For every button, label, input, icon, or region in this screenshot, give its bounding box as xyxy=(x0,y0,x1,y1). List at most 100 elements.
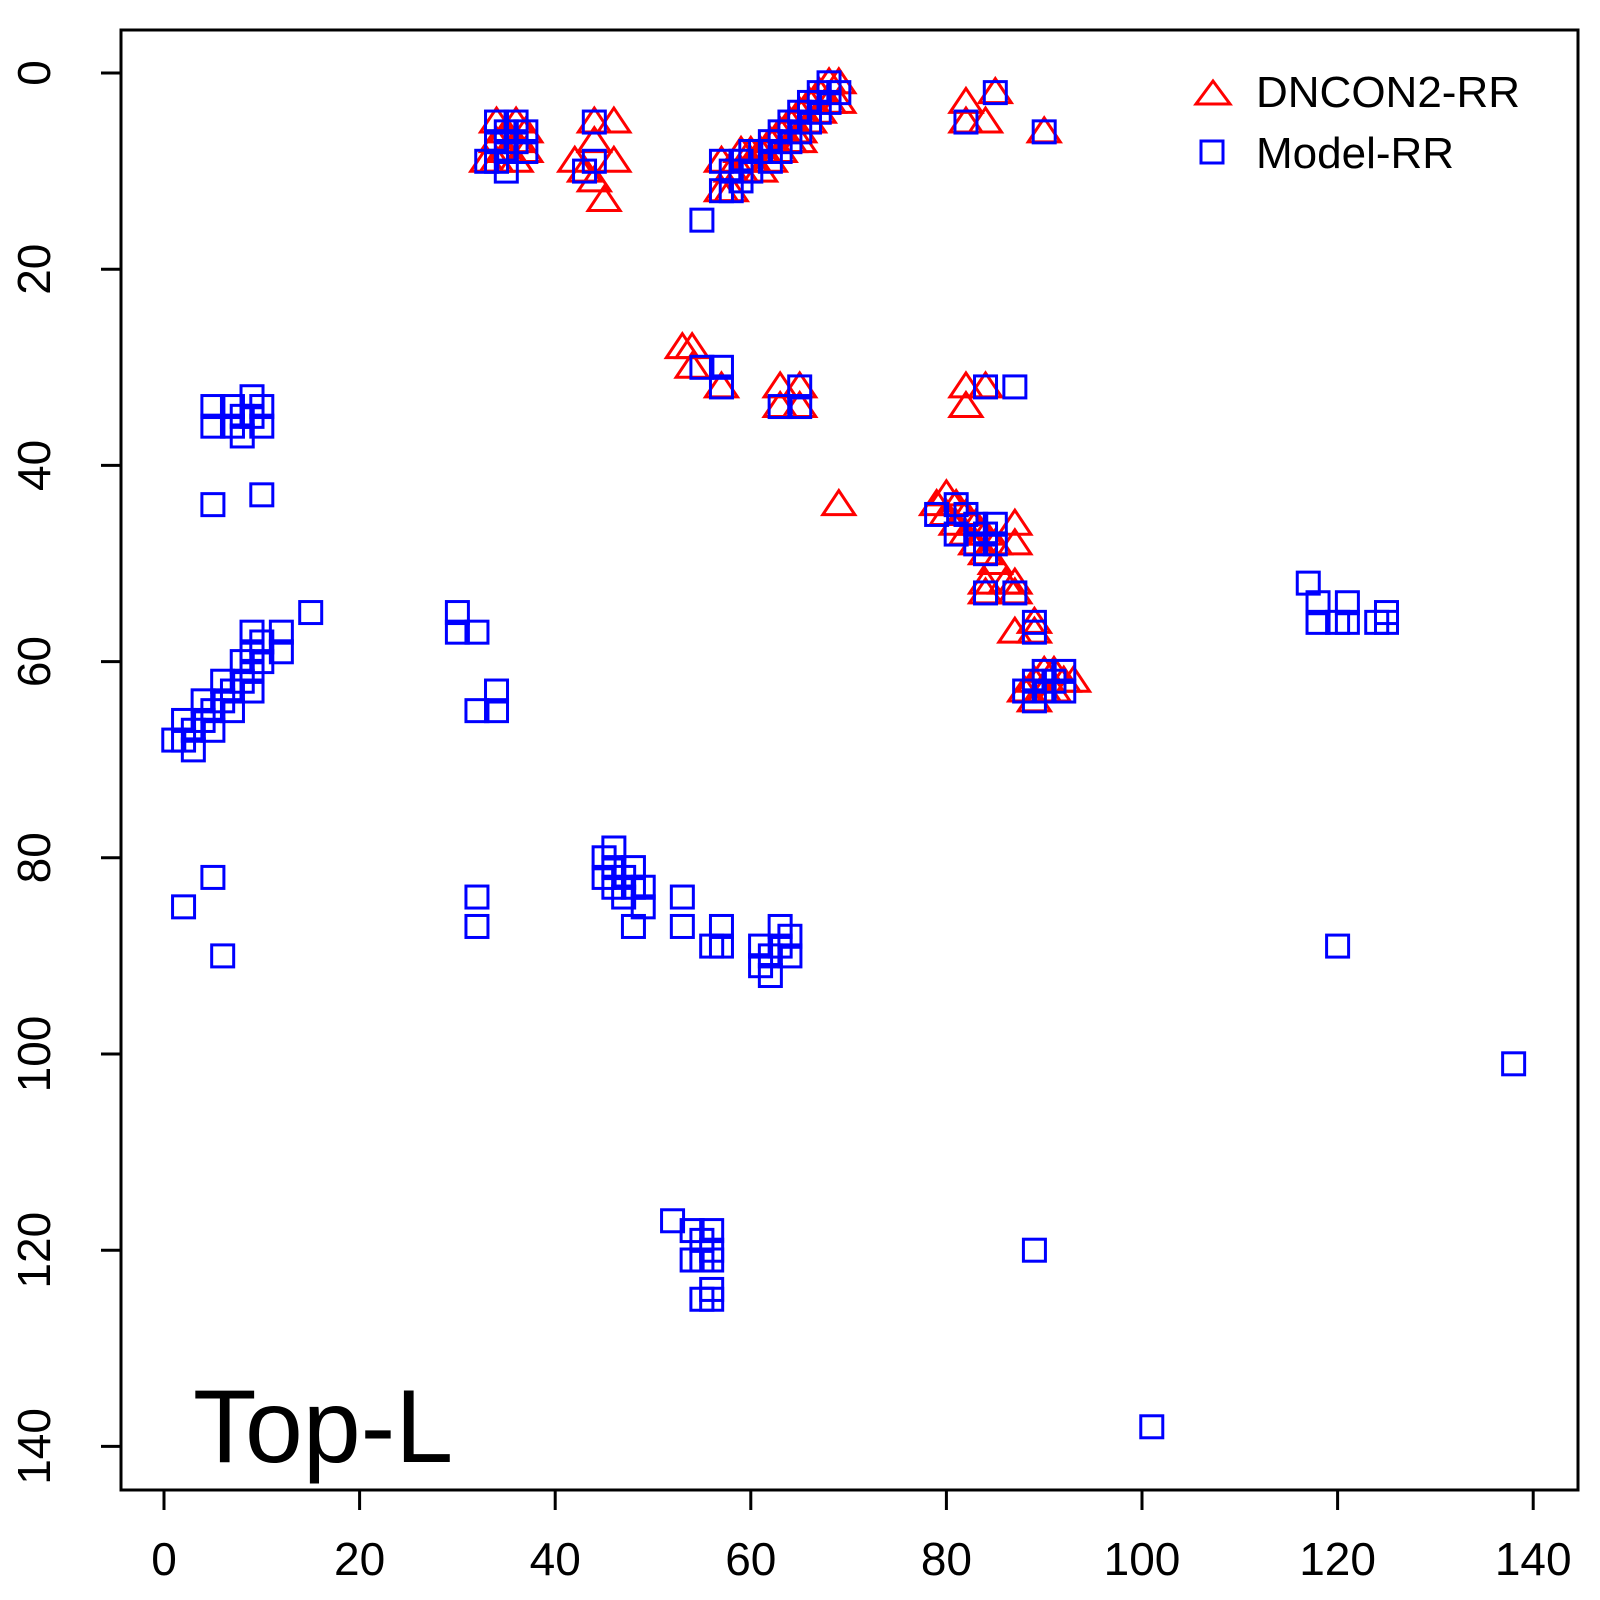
point-model-rr xyxy=(689,207,715,233)
point-model-rr xyxy=(708,933,734,959)
point-model-rr xyxy=(513,119,539,145)
point-model-rr xyxy=(581,109,607,135)
point-model-rr xyxy=(1002,374,1028,400)
point-model-rr xyxy=(699,1286,725,1312)
point-model-rr xyxy=(826,80,852,106)
y-tick-label-0: 0 xyxy=(8,60,60,86)
y-tick-label-120: 120 xyxy=(8,1212,60,1289)
point-model-rr xyxy=(200,492,226,518)
x-tick-label-40: 40 xyxy=(530,1533,581,1585)
y-tick-label-140: 140 xyxy=(8,1408,60,1485)
x-tick-label-0: 0 xyxy=(151,1533,177,1585)
point-model-rr xyxy=(219,698,245,724)
x-tick-label-80: 80 xyxy=(921,1533,972,1585)
plot-frame xyxy=(119,28,1580,1492)
point-dncon2-rr xyxy=(947,389,985,419)
point-model-rr xyxy=(669,913,695,939)
axes: 0 20 40 60 80 100 120 140 0 20 40 60 80 100 120 140 xyxy=(8,60,1572,1585)
point-model-rr xyxy=(1021,1237,1047,1263)
y-tick-label-80: 80 xyxy=(8,832,60,883)
point-model-rr xyxy=(180,737,206,763)
point-model-rr xyxy=(1325,933,1351,959)
x-tick-label-100: 100 xyxy=(1104,1533,1181,1585)
point-model-rr xyxy=(268,639,294,665)
point-model-rr xyxy=(1334,609,1360,635)
point-model-rr xyxy=(1021,619,1047,645)
point-model-rr xyxy=(1051,678,1077,704)
x-tick-label-120: 120 xyxy=(1299,1533,1376,1585)
point-model-rr xyxy=(630,894,656,920)
legend-label-model-rr: Model-RR xyxy=(1256,129,1454,178)
point-model-rr xyxy=(484,678,510,704)
point-model-rr xyxy=(777,923,803,949)
point-model-rr xyxy=(699,1247,725,1273)
point-model-rr xyxy=(982,511,1008,537)
point-model-rr xyxy=(249,394,275,420)
point-model-rr xyxy=(982,80,1008,106)
point-model-rr xyxy=(708,354,734,380)
point-model-rr xyxy=(464,698,490,724)
point-model-rr xyxy=(513,138,539,164)
x-tick-label-60: 60 xyxy=(725,1533,776,1585)
legend-marker-triangle xyxy=(1193,78,1233,106)
point-model-rr xyxy=(757,963,783,989)
point-model-rr xyxy=(1374,609,1399,635)
panel-label: Top-L xyxy=(193,1369,453,1485)
point-model-rr xyxy=(767,394,793,420)
legend-marker-square xyxy=(1199,139,1225,165)
point-model-rr xyxy=(200,864,226,890)
point-model-rr xyxy=(1051,658,1077,684)
point-model-rr xyxy=(708,913,734,939)
point-dncon2-rr xyxy=(585,183,623,213)
data-marks xyxy=(161,66,1527,1440)
point-model-rr xyxy=(953,109,979,135)
point-model-rr xyxy=(493,158,519,184)
point-dncon2-rr xyxy=(820,487,858,517)
legend-label-dncon2-rr: DNCON2-RR xyxy=(1256,68,1520,117)
x-tick-label-140: 140 xyxy=(1495,1533,1572,1585)
point-model-rr xyxy=(1002,580,1028,606)
point-model-rr xyxy=(973,580,999,606)
point-model-rr xyxy=(699,1218,725,1244)
point-model-rr xyxy=(982,531,1008,557)
point-model-rr xyxy=(268,619,294,645)
point-model-rr xyxy=(484,698,510,724)
point-model-rr xyxy=(787,394,813,420)
point-model-rr xyxy=(444,619,470,645)
point-model-rr xyxy=(669,884,695,910)
point-dncon2-rr xyxy=(575,164,614,193)
y-tick-label-60: 60 xyxy=(8,636,60,687)
point-model-rr xyxy=(689,354,715,380)
point-model-rr xyxy=(249,482,275,508)
point-model-rr xyxy=(630,874,656,900)
point-model-rr xyxy=(249,413,275,439)
point-model-rr xyxy=(444,600,470,626)
point-model-rr xyxy=(200,394,226,420)
legend: DNCON2-RR Model-RR xyxy=(1193,68,1520,178)
point-model-rr xyxy=(239,678,265,704)
point-model-rr xyxy=(1031,119,1057,145)
point-dncon2-rr xyxy=(976,546,1015,575)
point-model-rr xyxy=(464,619,490,645)
y-tick-label-20: 20 xyxy=(8,244,60,295)
point-model-rr xyxy=(200,413,226,439)
point-model-rr xyxy=(708,374,734,400)
point-model-rr xyxy=(200,717,226,743)
point-model-rr xyxy=(581,148,607,174)
y-tick-label-40: 40 xyxy=(8,440,60,491)
point-model-rr xyxy=(1334,590,1360,616)
point-model-rr xyxy=(171,894,197,920)
point-model-rr xyxy=(1305,590,1331,616)
point-model-rr xyxy=(464,913,490,939)
point-model-rr xyxy=(1139,1414,1165,1440)
point-model-rr xyxy=(210,943,236,969)
x-tick-label-20: 20 xyxy=(334,1533,385,1585)
point-model-rr xyxy=(1305,609,1331,635)
y-tick-label-100: 100 xyxy=(8,1016,60,1093)
point-model-rr xyxy=(973,374,999,400)
point-model-rr xyxy=(464,884,490,910)
point-model-rr xyxy=(1501,1051,1527,1077)
point-model-rr xyxy=(787,374,813,400)
